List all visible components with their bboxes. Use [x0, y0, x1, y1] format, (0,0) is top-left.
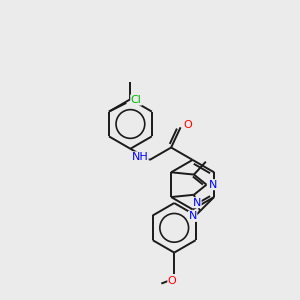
Text: N: N: [209, 180, 218, 190]
Text: N: N: [193, 198, 201, 208]
Text: Cl: Cl: [131, 95, 142, 105]
Text: O: O: [183, 120, 192, 130]
Text: NH: NH: [131, 152, 148, 162]
Text: O: O: [168, 276, 177, 286]
Text: N: N: [188, 212, 197, 221]
